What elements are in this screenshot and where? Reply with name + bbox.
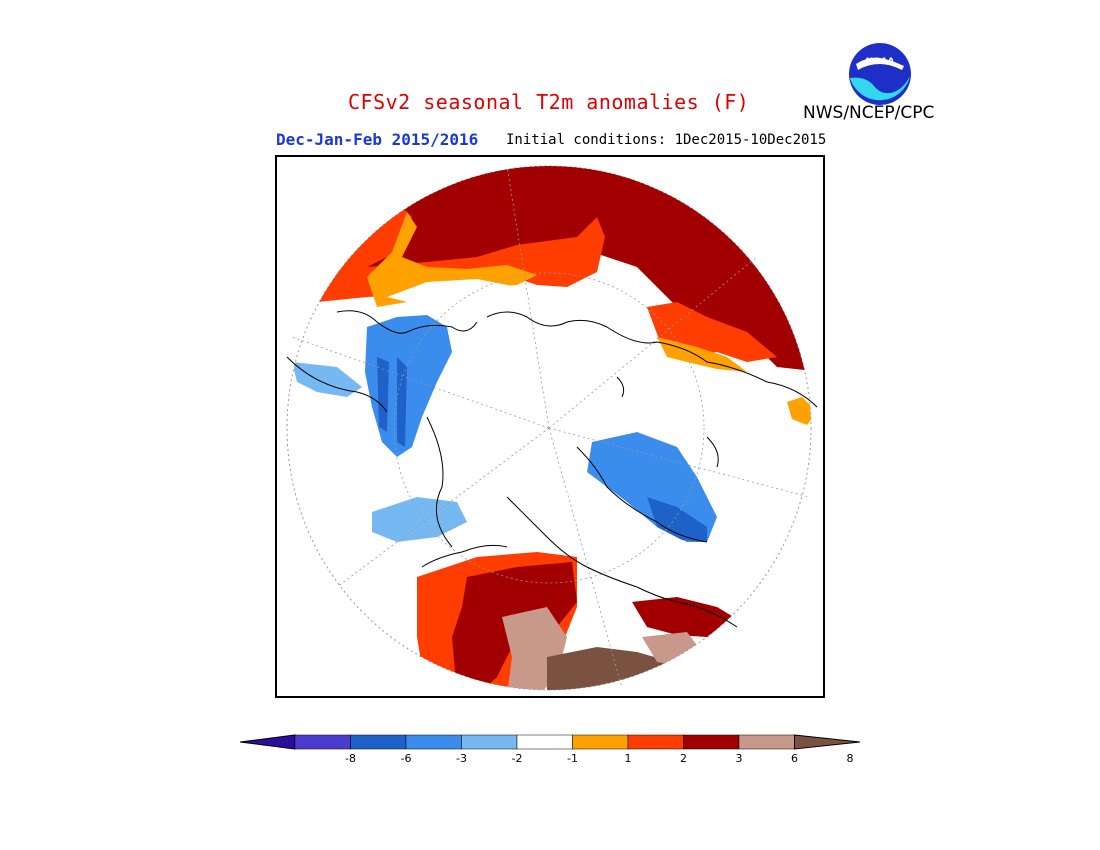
colorbar-bin <box>350 734 407 750</box>
greenland-light-blue-region <box>292 362 362 397</box>
colorbar-bin <box>627 734 684 750</box>
season-label: Dec-Jan-Feb 2015/2016 <box>276 130 479 149</box>
colorbar-tick-label: -6 <box>400 752 412 765</box>
noaa-logo-text: NOAA <box>866 57 895 67</box>
initial-conditions-label: Initial conditions: 1Dec2015-10Dec2015 <box>506 132 827 148</box>
colorbar-tick-label: -3 <box>456 752 467 765</box>
scandinavia-white-region <box>387 279 517 307</box>
agency-label: NWS/NCEP/CPC <box>803 103 935 123</box>
colorbar-bin <box>405 734 462 750</box>
anomaly-map <box>275 155 825 698</box>
chart-title: CFSv2 seasonal T2m anomalies (F) <box>348 90 750 114</box>
colorbar-low-arrow <box>240 734 296 750</box>
colorbar-bin <box>516 734 573 750</box>
colorbar-tick-label: 8 <box>846 752 854 765</box>
colorbar-bin <box>683 734 740 750</box>
far-east-orange-region <box>787 397 811 425</box>
colorbar-bin <box>461 734 518 750</box>
colorbar-bin <box>738 734 795 750</box>
hudson-light-blue-region <box>372 497 467 542</box>
graticule <box>291 165 810 689</box>
colorbar-high-arrow <box>794 734 860 750</box>
alaska-mid-blue-region <box>647 497 707 542</box>
greenland-mid-blue-streaks <box>377 357 407 447</box>
colorbar-tick-label: 2 <box>680 752 687 765</box>
colorbar-tick-label: -8 <box>345 752 356 765</box>
colorbar-tick-label: 3 <box>735 752 743 765</box>
colorbar <box>240 734 860 750</box>
coastlines <box>286 310 818 628</box>
noaa-logo: NOAA <box>849 43 911 105</box>
polar-map-svg <box>286 165 818 691</box>
colorbar-tick-label: -1 <box>567 752 578 765</box>
canada-dark-red-region <box>632 597 742 637</box>
colorbar-tick-label: 6 <box>791 752 798 765</box>
colorbar-bin <box>572 734 629 750</box>
colorbar-tick-label: -2 <box>511 752 523 765</box>
colorbar-bin <box>294 734 351 750</box>
colorbar-tick-label: 1 <box>624 752 632 765</box>
siberia-orange-region <box>657 337 747 372</box>
